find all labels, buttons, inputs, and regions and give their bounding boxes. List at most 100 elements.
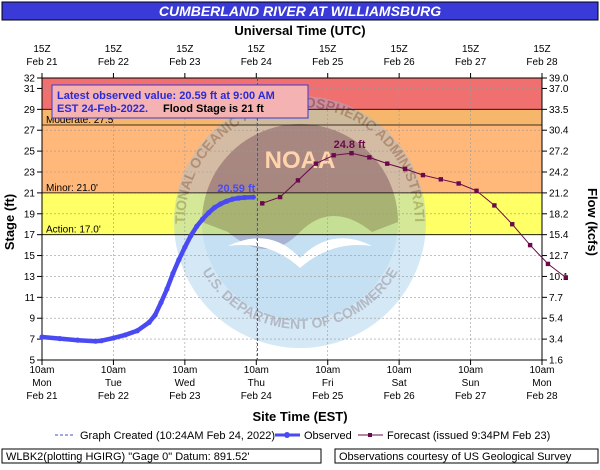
forecast-point bbox=[474, 188, 479, 193]
watermark-top-half bbox=[202, 124, 398, 249]
y-right-tick-label: 15.4 bbox=[549, 230, 569, 241]
title-bar bbox=[1, 1, 599, 21]
observed-point bbox=[158, 299, 164, 306]
series: 20.59 ft 24.8 ft bbox=[39, 78, 569, 360]
chart-title: CUMBERLAND RIVER AT WILLIAMSBURG bbox=[159, 3, 441, 19]
x-top-tick-date: Feb 24 bbox=[241, 57, 273, 68]
observed-point bbox=[194, 223, 200, 229]
y-right-tick-label: 39.0 bbox=[549, 74, 569, 85]
footer-left-box bbox=[1, 448, 322, 464]
x-top-tick-date: Feb 23 bbox=[169, 57, 201, 68]
x-bottom-tick-time: 10am bbox=[172, 365, 197, 376]
observed-point bbox=[110, 335, 117, 341]
y-left-tick-label: 11 bbox=[25, 293, 36, 304]
x-top-tick-time: 15Z bbox=[105, 44, 122, 55]
y-right-tick-label: 24.2 bbox=[549, 168, 569, 179]
bottom-axis-title: Site Time (EST) bbox=[252, 409, 347, 424]
observed-point bbox=[134, 328, 140, 334]
observed-point bbox=[235, 195, 242, 201]
forecast-point bbox=[456, 181, 461, 186]
forecast-point bbox=[492, 203, 497, 208]
observed-point bbox=[164, 286, 170, 292]
category-label-moderate: Moderate: 27.5' bbox=[46, 115, 115, 126]
observed-point bbox=[122, 332, 128, 338]
plot-frame bbox=[41, 77, 543, 361]
y-right-tick-label: 5.4 bbox=[549, 314, 563, 325]
x-top-tick-date: Feb 21 bbox=[26, 57, 58, 68]
y-right-tick-label: 27.2 bbox=[549, 147, 569, 158]
observed-point bbox=[75, 337, 81, 343]
x-top-tick-time: 15Z bbox=[176, 44, 193, 55]
y-right-tick-label: 33.5 bbox=[549, 105, 569, 116]
observed-point bbox=[188, 233, 194, 239]
y-left-tick-label: 32 bbox=[24, 74, 36, 85]
y-right-tick-label: 7.7 bbox=[549, 293, 563, 304]
category-label-action: Action: 17.0' bbox=[46, 225, 101, 236]
y-right-tick-label: 1.6 bbox=[549, 356, 563, 367]
y-left-tick-label: 13 bbox=[24, 272, 36, 283]
x-bottom-tick-day: Thu bbox=[248, 378, 265, 389]
y-left-tick-label: 9 bbox=[29, 314, 35, 325]
y-right-tick-label: 21.2 bbox=[549, 188, 569, 199]
x-top-tick-time: 15Z bbox=[533, 44, 550, 55]
y-left-tick-label: 25 bbox=[24, 147, 36, 158]
watermark-inner-circle bbox=[202, 124, 398, 320]
y-left-tick-label: 15 bbox=[24, 251, 36, 262]
y-right-tick-label: 37.0 bbox=[549, 84, 569, 95]
x-top-tick-time: 15Z bbox=[248, 44, 265, 55]
observed-point bbox=[223, 198, 230, 204]
info-line-2: EST 24-Feb-2022. bbox=[57, 103, 148, 115]
x-top-tick-date: Feb 28 bbox=[526, 57, 558, 68]
x-bottom-tick-day: Mon bbox=[32, 378, 51, 389]
forecast-point bbox=[367, 155, 372, 160]
y-right-tick-label: 3.4 bbox=[549, 335, 563, 346]
forecast-peak-label: 24.8 ft bbox=[334, 139, 366, 151]
y-left-tick-label: 5 bbox=[29, 356, 35, 367]
observed-point bbox=[170, 270, 176, 276]
forecast-point bbox=[438, 177, 444, 182]
observed-point bbox=[92, 338, 99, 344]
observed-point bbox=[146, 319, 152, 325]
observed-point bbox=[182, 244, 188, 250]
legend-observed-marker bbox=[284, 432, 290, 438]
top-axis-title: Universal Time (UTC) bbox=[234, 23, 365, 38]
legend: Graph Created (10:24AM Feb 24, 2022) Obs… bbox=[55, 430, 550, 442]
observed-point bbox=[250, 194, 256, 200]
forecast-point bbox=[260, 201, 265, 206]
forecast-point bbox=[545, 261, 551, 267]
x-bottom-tick-date: Feb 21 bbox=[26, 391, 58, 402]
info-flood-stage: Flood Stage is 21 ft bbox=[163, 103, 264, 115]
y-right-tick-label: 18.2 bbox=[549, 209, 569, 220]
forecast-point bbox=[331, 153, 336, 158]
x-bottom-tick-date: Feb 24 bbox=[241, 391, 273, 402]
info-box-background bbox=[51, 84, 309, 119]
y-right-title: Flow (kcfs) bbox=[585, 188, 600, 256]
legend-forecast-marker bbox=[368, 433, 372, 437]
x-bottom-tick-time: 10am bbox=[458, 365, 483, 376]
x-bottom-tick-day: Mon bbox=[532, 378, 551, 389]
x-top-tick-date: Feb 22 bbox=[98, 57, 130, 68]
observed-point bbox=[200, 216, 206, 222]
forecast-line bbox=[262, 152, 567, 278]
forecast-point bbox=[295, 178, 301, 183]
y-left-tick-label: 19 bbox=[24, 209, 36, 220]
observed-point bbox=[206, 210, 212, 216]
x-bottom-tick-time: 10am bbox=[387, 365, 412, 376]
category-label-minor: Minor: 21.0' bbox=[46, 183, 98, 194]
x-bottom-tick-date: Feb 22 bbox=[98, 391, 130, 402]
forecast-point bbox=[510, 222, 515, 227]
forecast-point bbox=[277, 194, 283, 200]
x-bottom-tick-day: Tue bbox=[105, 378, 122, 389]
x-bottom-tick-time: 10am bbox=[29, 365, 54, 376]
observed-point bbox=[39, 334, 45, 340]
footer-right-box bbox=[334, 448, 599, 464]
observed-point bbox=[217, 201, 224, 207]
x-bottom-tick-day: Sat bbox=[392, 378, 407, 389]
y-left-tick-label: 21 bbox=[24, 188, 36, 199]
observed-point bbox=[98, 338, 105, 344]
y-left-tick-label: 7 bbox=[29, 335, 35, 346]
y-right-tick-label: 10.1 bbox=[549, 272, 569, 283]
forecast-point bbox=[313, 161, 319, 166]
